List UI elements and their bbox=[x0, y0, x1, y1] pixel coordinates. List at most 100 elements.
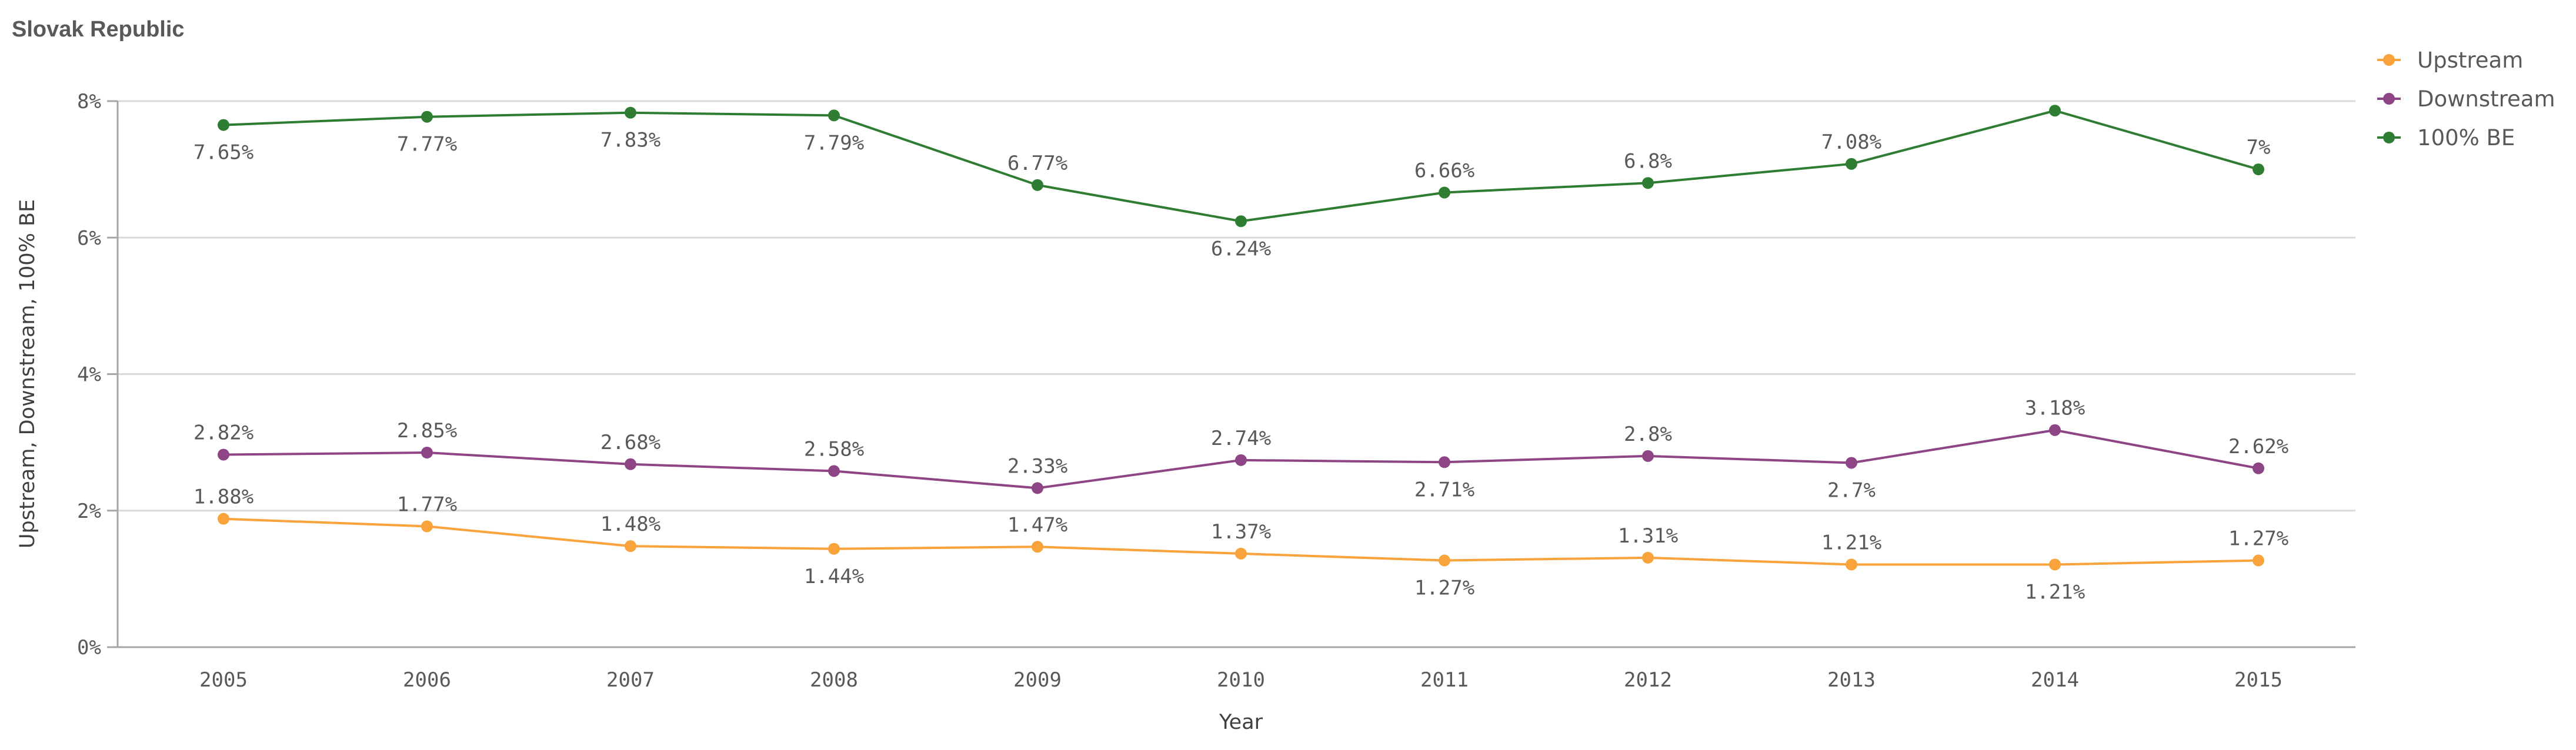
data-point[interactable] bbox=[1032, 482, 1043, 494]
data-point[interactable] bbox=[1235, 215, 1247, 227]
data-point[interactable] bbox=[2049, 424, 2061, 436]
data-label: 3.18% bbox=[2025, 397, 2085, 420]
data-point[interactable] bbox=[1439, 456, 1450, 468]
data-point[interactable] bbox=[2049, 558, 2061, 571]
data-point[interactable] bbox=[1235, 547, 1247, 560]
data-point[interactable] bbox=[1439, 186, 1450, 199]
series-layer: 1.88% 1.77% 1.48% 1.44% 1.47% 1.37% 1.27% 1.31%… bbox=[193, 105, 2288, 604]
y-axis-ticks: 0% 2% 4% 6% 8% bbox=[77, 90, 101, 659]
data-point[interactable] bbox=[1235, 454, 1247, 466]
legend-label: 100% BE bbox=[2417, 125, 2515, 150]
legend-item[interactable]: 100% BE bbox=[2377, 125, 2515, 150]
chart-title: Slovak Republic bbox=[12, 17, 185, 42]
data-label: 1.44% bbox=[804, 565, 864, 588]
data-label: 6.8% bbox=[1624, 149, 1672, 173]
data-label: 2.71% bbox=[1414, 478, 1474, 501]
x-tick-label: 2014 bbox=[2031, 668, 2079, 692]
data-label: 2.7% bbox=[1827, 478, 1876, 502]
data-point[interactable] bbox=[1846, 558, 1857, 571]
x-tick-label: 2010 bbox=[1217, 668, 1265, 692]
data-point[interactable] bbox=[1439, 554, 1450, 567]
series-downstream: 2.82% 2.85% 2.68% 2.58% 2.33% 2.74% 2.71% 2.8% 2… bbox=[193, 397, 2288, 503]
data-label: 1.48% bbox=[600, 513, 660, 536]
data-label: 2.74% bbox=[1211, 427, 1271, 450]
series-upstream: 1.88% 1.77% 1.48% 1.44% 1.47% 1.37% 1.27% 1.31%… bbox=[193, 486, 2288, 604]
data-point[interactable] bbox=[218, 119, 229, 131]
data-label: 2.58% bbox=[804, 437, 864, 461]
data-label: 7.83% bbox=[600, 129, 660, 152]
y-axis-title: Upstream, Downstream, 100% BE bbox=[16, 199, 39, 548]
y-tick-label: 2% bbox=[77, 500, 101, 523]
data-label: 6.77% bbox=[1007, 152, 1067, 175]
x-axis-title: Year bbox=[1219, 711, 1263, 734]
data-point[interactable] bbox=[828, 109, 840, 122]
x-tick-label: 2005 bbox=[199, 668, 248, 692]
data-label: 2.85% bbox=[397, 419, 457, 443]
legend-swatch-marker bbox=[2383, 54, 2395, 66]
x-tick-label: 2007 bbox=[606, 668, 655, 692]
data-label: 7% bbox=[2247, 136, 2271, 159]
data-label: 1.27% bbox=[2228, 527, 2288, 551]
x-tick-label: 2009 bbox=[1013, 668, 1062, 692]
data-point[interactable] bbox=[1032, 541, 1043, 553]
data-point[interactable] bbox=[1642, 551, 1654, 564]
data-point[interactable] bbox=[421, 520, 433, 533]
y-tick-label: 0% bbox=[77, 636, 101, 659]
data-label: 2.33% bbox=[1007, 454, 1067, 478]
data-label: 1.37% bbox=[1211, 520, 1271, 544]
data-label: 6.66% bbox=[1414, 159, 1474, 183]
data-label: 2.8% bbox=[1624, 423, 1672, 446]
data-label: 7.65% bbox=[193, 141, 253, 165]
data-label: 2.82% bbox=[193, 421, 253, 445]
data-point[interactable] bbox=[421, 111, 433, 123]
data-point[interactable] bbox=[625, 540, 636, 553]
x-tick-label: 2013 bbox=[1827, 668, 1876, 692]
y-tick-label: 4% bbox=[77, 363, 101, 387]
data-point[interactable] bbox=[2253, 554, 2264, 567]
data-label: 1.21% bbox=[1821, 531, 1881, 554]
data-point[interactable] bbox=[1642, 177, 1654, 189]
data-label: 1.77% bbox=[397, 493, 457, 516]
y-tick-label: 8% bbox=[77, 90, 101, 113]
data-label: 7.08% bbox=[1821, 130, 1881, 154]
legend-swatch-marker bbox=[2383, 93, 2395, 105]
data-point[interactable] bbox=[421, 447, 433, 459]
data-label: 2.62% bbox=[2228, 435, 2288, 458]
data-point[interactable] bbox=[1846, 457, 1857, 469]
data-label: 7.77% bbox=[397, 133, 457, 156]
data-label: 1.88% bbox=[193, 486, 253, 509]
data-point[interactable] bbox=[218, 513, 229, 525]
data-label: 1.47% bbox=[1007, 513, 1067, 537]
data-label: 1.27% bbox=[1414, 577, 1474, 600]
x-tick-label: 2008 bbox=[810, 668, 858, 692]
legend-label: Upstream bbox=[2417, 48, 2523, 73]
data-point[interactable] bbox=[1642, 450, 1654, 462]
data-point[interactable] bbox=[625, 106, 636, 119]
legend[interactable]: Upstream Downstream 100% BE bbox=[2377, 48, 2555, 150]
y-tick-label: 6% bbox=[77, 226, 101, 250]
data-point[interactable] bbox=[1846, 158, 1857, 170]
legend-item[interactable]: Upstream bbox=[2377, 48, 2523, 73]
data-point[interactable] bbox=[2253, 462, 2264, 474]
data-label: 1.21% bbox=[2025, 580, 2085, 604]
x-tick-label: 2011 bbox=[1420, 668, 1469, 692]
data-point[interactable] bbox=[1032, 179, 1043, 191]
data-label: 1.31% bbox=[1618, 524, 1678, 548]
x-axis-ticks: 2005 2006 2007 2008 2009 2010 2011 2012 2013 2014… bbox=[199, 668, 2283, 692]
data-label: 2.68% bbox=[600, 431, 660, 454]
x-tick-label: 2012 bbox=[1624, 668, 1672, 692]
legend-item[interactable]: Downstream bbox=[2377, 86, 2555, 112]
data-label: 7.79% bbox=[804, 131, 864, 155]
x-tick-label: 2006 bbox=[403, 668, 451, 692]
data-point[interactable] bbox=[218, 448, 229, 461]
data-point[interactable] bbox=[828, 543, 840, 555]
series-100-be: 7.65% 7.77% 7.83% 7.79% 6.77% 6.24% 6.66% 6.8% 7… bbox=[193, 105, 2271, 260]
grid-lines bbox=[107, 100, 2355, 648]
series-line bbox=[223, 109, 2259, 223]
data-point[interactable] bbox=[828, 465, 840, 477]
data-point[interactable] bbox=[625, 458, 636, 470]
data-point[interactable] bbox=[2253, 163, 2264, 176]
data-point[interactable] bbox=[2049, 105, 2061, 117]
legend-label: Downstream bbox=[2417, 86, 2555, 112]
